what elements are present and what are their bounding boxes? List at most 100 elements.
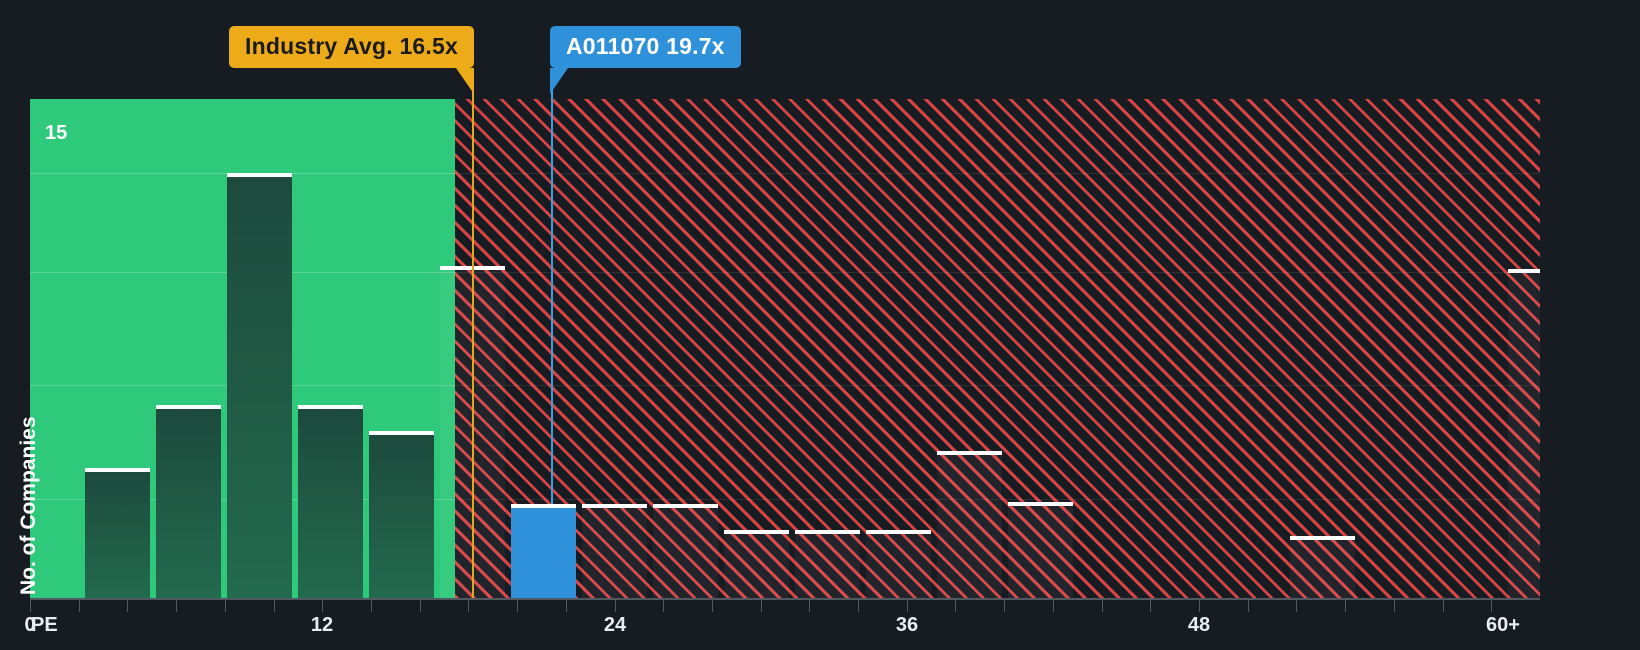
bar-fill xyxy=(227,176,292,598)
bar-fill xyxy=(866,533,931,598)
x-axis-tick xyxy=(566,600,567,612)
bar[interactable] xyxy=(1008,501,1073,598)
bar-cap xyxy=(653,504,718,509)
bar-fill xyxy=(1008,505,1073,598)
bar-cap xyxy=(582,504,647,509)
x-axis-tick xyxy=(809,600,810,612)
bar-fill xyxy=(156,409,221,598)
bar[interactable] xyxy=(653,504,718,598)
gridline xyxy=(30,385,1540,387)
gridline xyxy=(30,498,1540,500)
bar-cap xyxy=(1008,501,1073,506)
gridline xyxy=(30,271,1540,273)
plot-area xyxy=(30,99,1540,598)
y-axis-tick-15: 15 xyxy=(45,122,68,144)
bar[interactable] xyxy=(85,467,150,598)
x-axis-tick xyxy=(1053,600,1054,612)
bar-cap xyxy=(866,529,931,534)
bar[interactable] xyxy=(724,529,789,598)
bar-cap xyxy=(724,529,789,534)
bar[interactable] xyxy=(937,450,1002,598)
bar-cap xyxy=(1290,535,1355,540)
bar-cap xyxy=(795,529,860,534)
x-axis-label: 48 xyxy=(1187,614,1211,636)
bar-cap xyxy=(369,430,434,435)
x-axis-tick xyxy=(1345,600,1346,612)
callout-tail xyxy=(550,68,568,94)
callout-tail xyxy=(456,68,475,94)
bar-fill xyxy=(1290,539,1355,598)
x-axis-tick xyxy=(1004,600,1005,612)
x-axis-label: 24 xyxy=(603,614,627,636)
x-axis-prefix-label: PE xyxy=(31,614,58,636)
bar-fill xyxy=(653,508,718,598)
x-axis-tick xyxy=(615,600,616,612)
bar-fill xyxy=(298,409,363,598)
x-axis-label: 0 xyxy=(24,614,36,636)
bar-fill xyxy=(511,508,576,598)
x-axis-tick xyxy=(1150,600,1151,612)
bar-cap xyxy=(511,504,576,509)
x-axis-tick xyxy=(468,600,469,612)
x-axis-tick xyxy=(761,600,762,612)
company-callout-label: A011070 19.7x xyxy=(566,33,725,59)
x-axis-tick xyxy=(274,600,275,612)
gridline xyxy=(30,172,1540,174)
bar-fill xyxy=(724,533,789,598)
bar-cap xyxy=(937,450,1002,455)
x-axis-line xyxy=(30,598,1540,600)
industry-average-callout[interactable]: Industry Avg. 16.5x xyxy=(229,26,475,94)
x-axis-tick xyxy=(517,600,518,612)
x-axis-label: 36 xyxy=(895,614,919,636)
x-axis-tick xyxy=(322,600,323,612)
x-axis-tick xyxy=(712,600,713,612)
bar-cap xyxy=(85,467,150,472)
industry-average-marker-line xyxy=(472,86,474,598)
x-axis-tick xyxy=(420,600,421,612)
x-axis-tick xyxy=(127,600,128,612)
bar-fill xyxy=(1508,273,1540,598)
bar[interactable] xyxy=(795,529,860,598)
x-axis-tick xyxy=(371,600,372,612)
industry-average-callout-label: Industry Avg. 16.5x xyxy=(245,33,459,59)
overvalued-zone xyxy=(455,99,1540,598)
bar[interactable] xyxy=(1508,269,1540,598)
x-axis-tick xyxy=(1394,600,1395,612)
x-axis-tick xyxy=(955,600,956,612)
company-marker-line xyxy=(551,88,553,505)
x-axis-tick xyxy=(907,600,908,612)
x-axis-tick xyxy=(1102,600,1103,612)
x-axis-tick xyxy=(225,600,226,612)
bar-cap xyxy=(298,405,363,410)
x-axis-label: 12 xyxy=(310,614,334,636)
bar[interactable] xyxy=(1290,535,1355,598)
x-axis-tick xyxy=(1199,600,1200,612)
bar-fill xyxy=(369,434,434,598)
bar-fill xyxy=(582,508,647,598)
x-axis-tick xyxy=(663,600,664,612)
bar[interactable] xyxy=(227,172,292,598)
x-axis-tick xyxy=(1296,600,1297,612)
x-axis-tick xyxy=(30,600,31,612)
y-axis-label: No. of Companies xyxy=(17,416,40,595)
x-axis-tick xyxy=(1443,600,1444,612)
bar[interactable] xyxy=(298,405,363,598)
x-axis-tick xyxy=(1248,600,1249,612)
bar[interactable] xyxy=(369,430,434,598)
x-axis-tick xyxy=(858,600,859,612)
bar-cap xyxy=(1508,269,1540,274)
bar-cap xyxy=(156,405,221,410)
bar[interactable] xyxy=(582,504,647,598)
x-axis-tick xyxy=(79,600,80,612)
bar[interactable] xyxy=(866,529,931,598)
bar[interactable] xyxy=(511,504,576,598)
x-axis-tick xyxy=(1491,600,1492,612)
bar-fill xyxy=(795,533,860,598)
company-callout[interactable]: A011070 19.7x xyxy=(550,26,741,94)
x-axis-tick xyxy=(176,600,177,612)
bar-fill xyxy=(937,454,1002,598)
x-axis-label: 60+ xyxy=(1486,614,1520,636)
bar[interactable] xyxy=(156,405,221,598)
bar-fill xyxy=(85,471,150,598)
